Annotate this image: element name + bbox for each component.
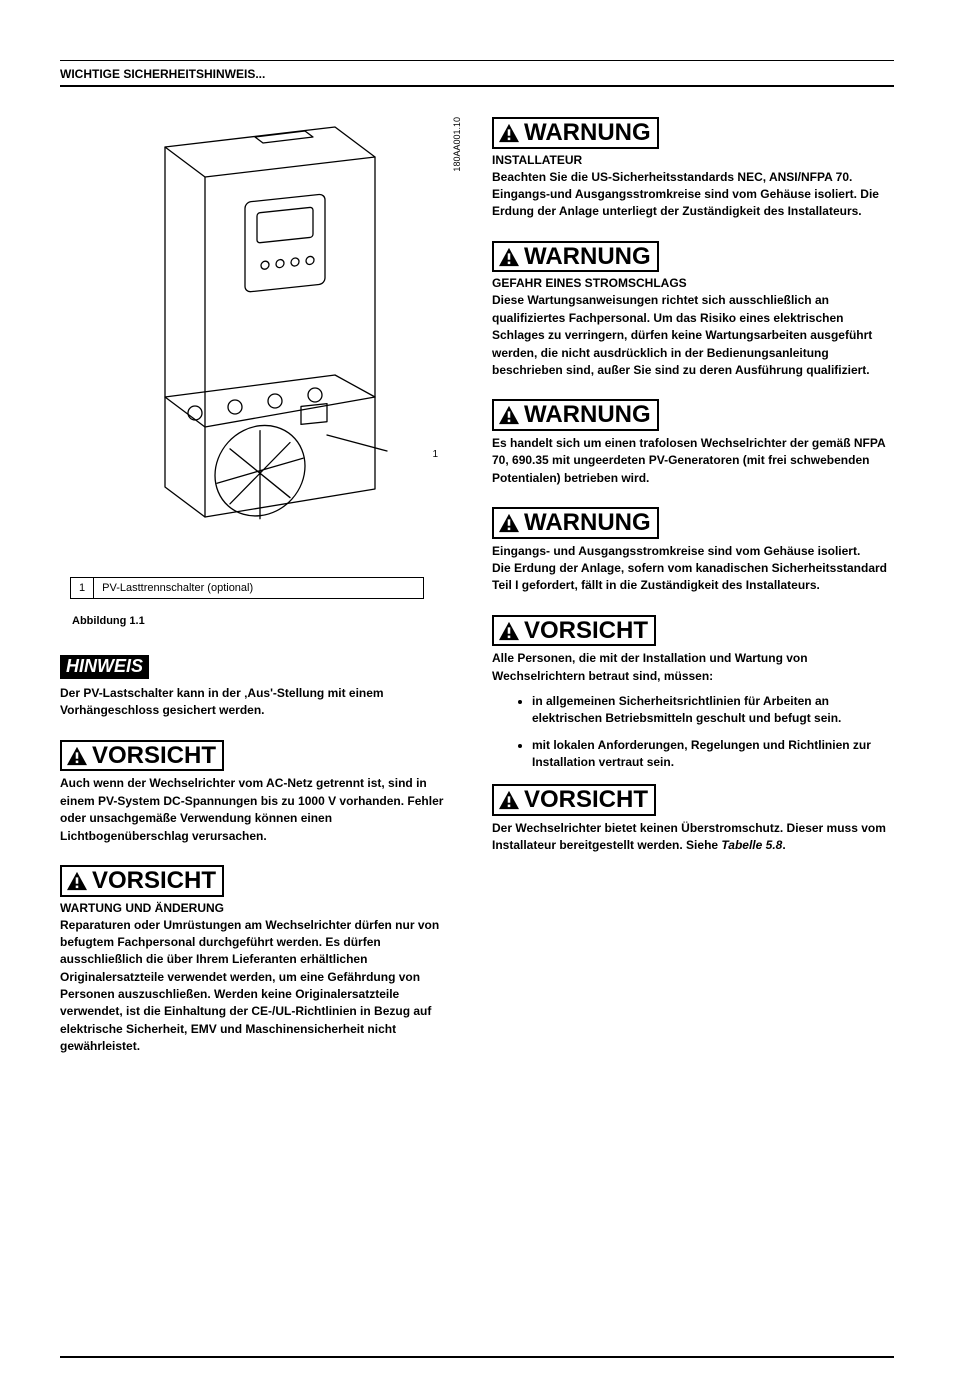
- caution-block: VORSICHT Auch wenn der Wechselrichter vo…: [60, 740, 462, 845]
- warning-label-text: WARNUNG: [524, 119, 651, 147]
- warning-triangle-icon: [498, 513, 520, 533]
- warning-label: WARNUNG: [492, 399, 659, 431]
- warning-triangle-icon: [498, 405, 520, 425]
- warning-triangle-icon: [498, 123, 520, 143]
- figure-callout-number: 1: [432, 449, 438, 460]
- warning-label-text: WARNUNG: [524, 401, 651, 429]
- notice-label: HINWEIS: [60, 655, 149, 679]
- warning-block: WARNUNG INSTALLATEUR Beachten Sie die US…: [492, 117, 894, 221]
- figure-legend-table: 1 PV-Lasttrennschalter (optional): [70, 577, 424, 599]
- caution-block: VORSICHT Der Wechselrichter bietet keine…: [492, 784, 894, 854]
- warning-label-text: WARNUNG: [524, 509, 651, 537]
- caution-intro: Alle Personen, die mit der Installation …: [492, 650, 894, 685]
- caution-body: Der Wechselrichter bietet keinen Überstr…: [492, 820, 894, 855]
- caution-label: VORSICHT: [492, 615, 656, 647]
- legend-num: 1: [71, 578, 94, 599]
- warning-body: Eingangs- und Ausgangsstromkreise sind v…: [492, 543, 894, 595]
- caution-bullet-list: in allgemeinen Sicherheitsrichtlinien fü…: [532, 693, 894, 770]
- legend-text: PV-Lasttrennschalter (optional): [94, 578, 424, 599]
- caution-body-pre: Der Wechselrichter bietet keinen Überstr…: [492, 821, 886, 852]
- warning-triangle-icon: [66, 871, 88, 891]
- warning-label-text: WARNUNG: [524, 243, 651, 271]
- caution-block: VORSICHT WARTUNG UND ÄNDERUNG Reparature…: [60, 865, 462, 1056]
- caution-label-text: VORSICHT: [92, 742, 216, 770]
- notice-block: HINWEIS Der PV-Lastschalter kann in der …: [60, 655, 462, 720]
- caution-label: VORSICHT: [60, 740, 224, 772]
- warning-body: Beachten Sie die US-Sicherheitsstandards…: [492, 169, 894, 221]
- warning-label: WARNUNG: [492, 507, 659, 539]
- warning-label: WARNUNG: [492, 241, 659, 273]
- list-item: mit lokalen Anforderungen, Regelungen un…: [532, 737, 894, 771]
- caution-body: Auch wenn der Wechselrichter vom AC-Netz…: [60, 775, 462, 845]
- figure-caption: Abbildung 1.1: [72, 615, 462, 627]
- warning-block: WARNUNG GEFAHR EINES STROMSCHLAGS Diese …: [492, 241, 894, 380]
- right-column: WARNUNG INSTALLATEUR Beachten Sie die US…: [492, 117, 894, 1076]
- caution-label: VORSICHT: [60, 865, 224, 897]
- warning-block: WARNUNG Es handelt sich um einen trafolo…: [492, 399, 894, 487]
- list-item: in allgemeinen Sicherheitsrichtlinien fü…: [532, 693, 894, 727]
- warning-triangle-icon: [66, 746, 88, 766]
- inverter-diagram-icon: [105, 117, 405, 557]
- warning-label: WARNUNG: [492, 117, 659, 149]
- warning-block: WARNUNG Eingangs- und Ausgangsstromkreis…: [492, 507, 894, 595]
- header-rule-bottom: [60, 85, 894, 87]
- table-row: 1 PV-Lasttrennschalter (optional): [71, 578, 424, 599]
- left-column: 180AA001.10: [60, 117, 462, 1076]
- caution-label-text: VORSICHT: [524, 786, 648, 814]
- caution-label: VORSICHT: [492, 784, 656, 816]
- figure-drawing-code: 180AA001.10: [452, 117, 462, 172]
- warning-subtitle: INSTALLATEUR: [492, 153, 894, 167]
- caution-ref: Tabelle 5.8: [721, 838, 782, 852]
- caution-body: Reparaturen oder Umrüstungen am Wechselr…: [60, 917, 462, 1056]
- notice-body: Der PV-Lastschalter kann in der ‚Aus'-St…: [60, 685, 462, 720]
- caution-subtitle: WARTUNG UND ÄNDERUNG: [60, 901, 462, 915]
- warning-triangle-icon: [498, 247, 520, 267]
- caution-body-post: .: [782, 838, 785, 852]
- page-header-title: WICHTIGE SICHERHEITSHINWEIS...: [60, 67, 894, 81]
- footer-rule: [60, 1356, 894, 1358]
- caution-block: VORSICHT Alle Personen, die mit der Inst…: [492, 615, 894, 771]
- caution-label-text: VORSICHT: [92, 867, 216, 895]
- warning-body: Es handelt sich um einen trafolosen Wech…: [492, 435, 894, 487]
- warning-body: Diese Wartungsanweisungen richtet sich a…: [492, 292, 894, 379]
- caution-label-text: VORSICHT: [524, 617, 648, 645]
- figure-area: 180AA001.10: [60, 117, 462, 567]
- warning-subtitle: GEFAHR EINES STROMSCHLAGS: [492, 276, 894, 290]
- warning-triangle-icon: [498, 621, 520, 641]
- content-columns: 180AA001.10: [60, 117, 894, 1076]
- warning-triangle-icon: [498, 790, 520, 810]
